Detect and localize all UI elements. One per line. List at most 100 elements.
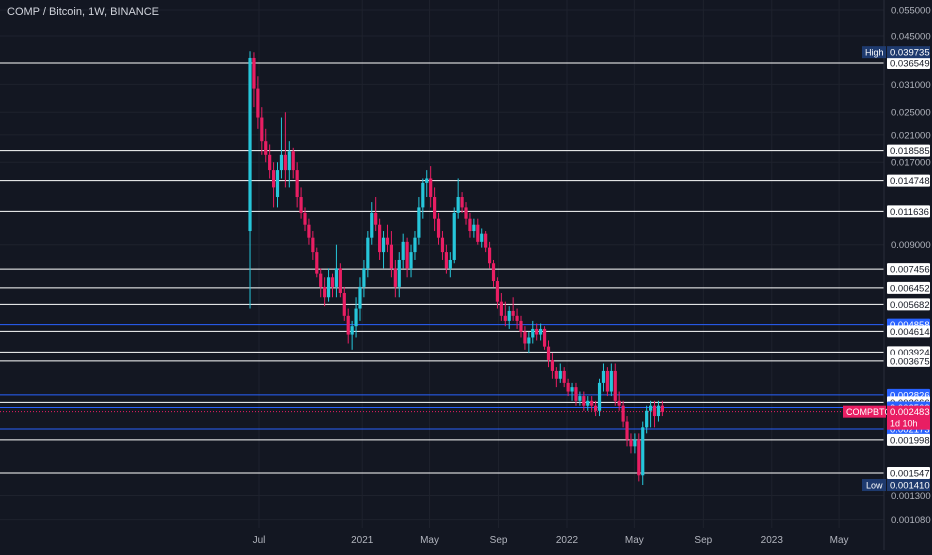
candle [621,400,625,428]
candle-body [645,410,649,428]
candle [558,363,562,383]
candle-body [326,277,331,298]
candle [519,315,523,338]
candle [491,259,496,287]
candle [507,306,511,329]
candle-body [637,439,641,476]
candle [484,231,488,253]
candle-body [480,233,484,242]
horizontal-levels [0,62,884,474]
candle-body [397,259,401,287]
candle [338,263,342,298]
candle-body [503,315,507,321]
y-tick-label: 0.001300 [891,491,931,502]
x-tick-label: 2021 [351,535,374,546]
candle-body [268,154,272,171]
candle-body [264,141,268,155]
y-tick-label: 0.021000 [891,130,931,141]
candle-body [358,286,362,309]
candle [252,52,256,108]
level-label-box [887,281,930,294]
current-value: 0.002483 [890,407,930,418]
candle [374,197,378,232]
candle [275,162,280,208]
current-value-box [887,405,930,430]
candle [523,326,527,350]
x-tick-label: 2023 [761,535,784,546]
y-tick-label: 0.045000 [891,32,931,43]
x-tick-label: Sep [694,535,712,546]
candle [448,252,452,278]
candle-body [633,439,637,447]
candle [271,162,276,208]
candle-body [641,427,645,476]
candle-body [558,370,562,379]
candle-body [429,178,433,198]
candle-body [582,396,586,406]
current-symbol-box [843,405,886,418]
candle [452,207,456,264]
candle [405,237,409,278]
candle-body [413,237,417,253]
candle [460,192,464,213]
candle [432,187,437,232]
candle [542,326,547,350]
candle-body [319,273,323,287]
candle [358,277,362,321]
candle-body [421,182,425,208]
candle-body [546,346,551,360]
candle [480,228,484,248]
candle-body [629,439,633,447]
candle [652,400,657,428]
candle-body [448,259,452,269]
candle-body [295,170,299,198]
candle-body [660,405,664,412]
high-tag-box [862,46,886,59]
candle [326,268,331,302]
chart-title: COMP / Bitcoin, 1W, BINANCE [7,6,160,18]
candle-body [315,252,319,274]
candle-body [260,117,264,142]
x-tick-label: May [830,535,849,546]
candle [295,162,299,208]
candle-body [354,308,358,327]
level-label-box [887,325,930,338]
candle [354,297,358,338]
candle-body [401,241,405,260]
level-label: 0.011636 [890,207,929,218]
candle-body [436,218,441,238]
candle-body [425,178,429,183]
candle-body [256,88,260,118]
candle [476,218,480,245]
candle-body [484,233,488,248]
level-label: 0.004614 [890,327,930,338]
candle [378,218,382,260]
candle-body [515,315,519,321]
level-label: 0.007456 [890,265,930,276]
candle-body [334,268,339,287]
candle [342,286,346,321]
candle [645,405,649,434]
candle [401,233,405,269]
candle [660,400,664,417]
candle [609,363,613,397]
candle-body [370,212,374,238]
candle-body [511,310,515,316]
candle [381,231,386,269]
candle-body [491,263,496,282]
candle-body [578,396,582,401]
candle-body [570,387,574,392]
level-label-box [887,174,930,187]
candle-body [342,293,346,316]
candle-body [586,400,590,406]
candle-body [409,252,413,269]
candle [393,259,397,298]
candle-body [550,359,555,371]
candle [515,308,519,329]
candle-body [542,328,547,347]
level-label: 0.002826 [890,390,930,401]
candle [503,301,507,327]
candle-body [248,57,252,232]
